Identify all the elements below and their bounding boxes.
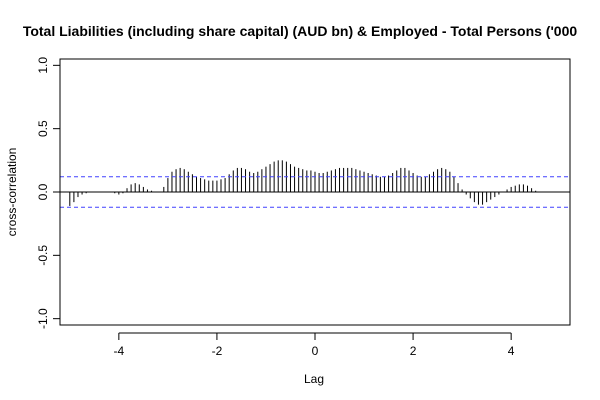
- x-tick-label: 4: [508, 344, 515, 358]
- y-tick-label: 1.0: [36, 57, 50, 74]
- y-tick-label: 0.5: [36, 120, 50, 137]
- y-axis-label: cross-correlation: [5, 148, 19, 237]
- y-axis: -1.0 -0.5 0.0 0.5 1.0: [36, 57, 61, 329]
- y-tick-label: -0.5: [36, 245, 50, 266]
- x-axis-label: Lag: [304, 372, 324, 386]
- x-tick-label: -4: [114, 344, 125, 358]
- x-axis: -4 -2 0 2 4: [114, 332, 515, 358]
- x-tick-label: -2: [212, 344, 223, 358]
- x-tick-label: 2: [410, 344, 417, 358]
- chart-title: Total Liabilities (including share capit…: [23, 23, 578, 39]
- y-tick-label: 0.0: [36, 183, 50, 200]
- acf-bars: [69, 160, 537, 206]
- x-tick-label: 0: [312, 344, 319, 358]
- y-tick-label: -1.0: [36, 308, 50, 329]
